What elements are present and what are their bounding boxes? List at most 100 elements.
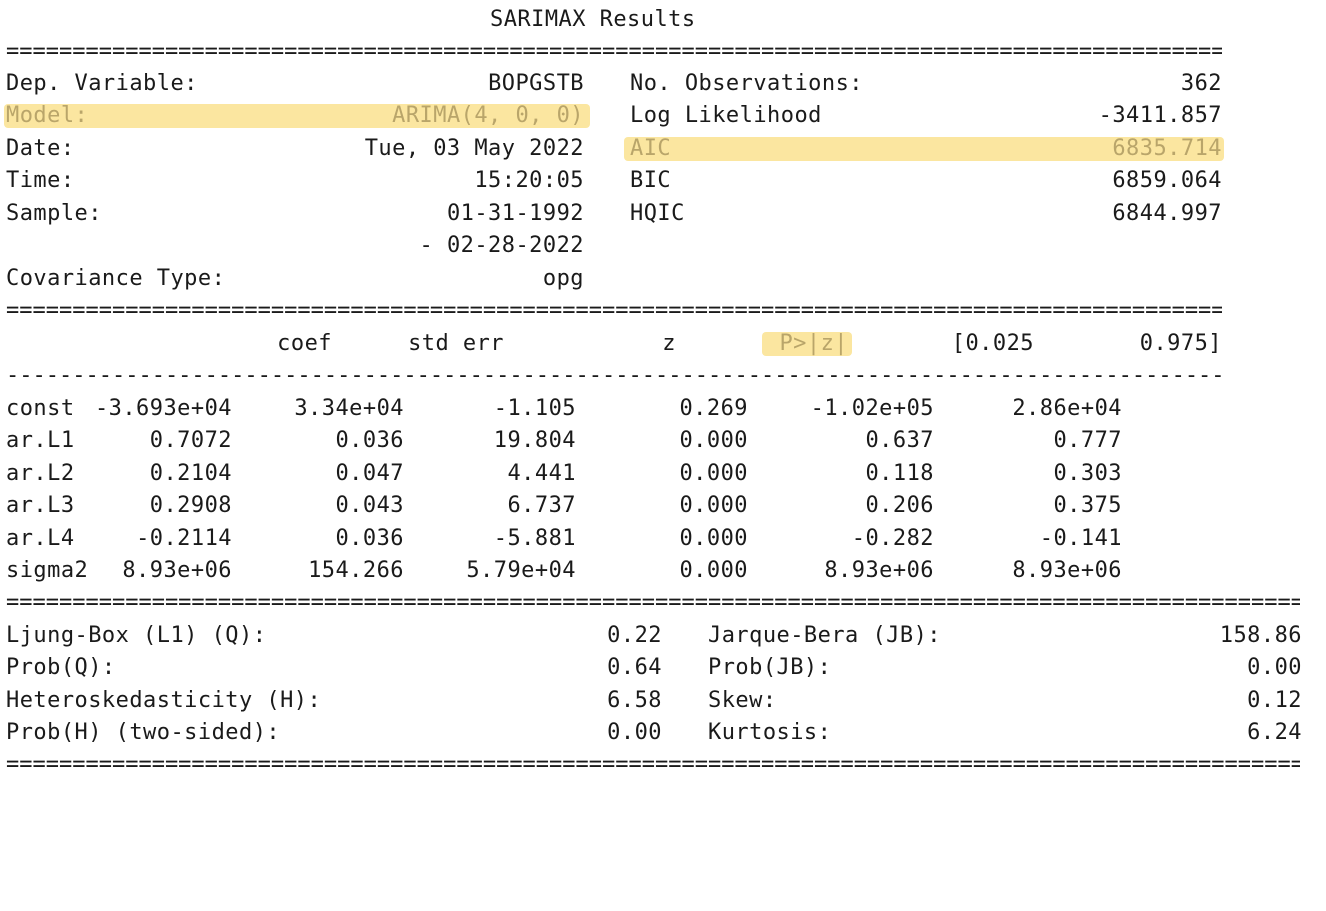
row-param-name: ar.L1 <box>6 428 75 453</box>
cell-z: -5.881 <box>493 526 576 551</box>
cell-p-value: 0.000 <box>679 461 748 486</box>
diagnostic-row: Ljung-Box (L1) (Q): 0.22 Jarque-Bera (JB… <box>0 620 1306 652</box>
diagnostic-right-label: Kurtosis: <box>708 720 832 745</box>
summary-right-value: 6844.997 <box>1112 201 1222 226</box>
summary-left-label: Time: <box>6 168 75 193</box>
cell-ci-lower: -1.02e+05 <box>810 396 934 421</box>
header-z: z <box>662 331 676 356</box>
diagnostic-left-label: Heteroskedasticity (H): <box>6 688 322 713</box>
summary-left-label: Date: <box>6 136 75 161</box>
summary-left-value: opg <box>542 266 584 291</box>
diagnostic-right-value: 6.24 <box>1247 720 1302 745</box>
cell-std-err: 3.34e+04 <box>294 396 404 421</box>
summary-right-label: Log Likelihood <box>630 103 822 128</box>
table-row: sigma2 8.93e+06 154.266 5.79e+04 0.000 8… <box>0 555 1226 587</box>
cell-ci-lower: 0.118 <box>865 461 934 486</box>
cell-std-err: 154.266 <box>308 558 404 583</box>
summary-row-dep-variable: Dep. Variable: BOPGSTB No. Observations:… <box>0 68 1226 100</box>
diagnostic-left-label: Prob(H) (two-sided): <box>6 720 281 745</box>
cell-z: 4.441 <box>507 461 576 486</box>
cell-ci-upper: 0.375 <box>1053 493 1122 518</box>
summary-left-label: Sample: <box>6 201 102 226</box>
results-title: SARIMAX Results <box>490 7 696 32</box>
pvalue-header-highlight <box>762 332 852 356</box>
cell-ci-lower: 0.206 <box>865 493 934 518</box>
summary-right-value: 362 <box>1180 71 1222 96</box>
diagnostic-left-value: 0.64 <box>607 655 662 680</box>
coef-table-header: coef std err z P>|z| [0.025 0.975] <box>0 328 1226 360</box>
sarimax-results-sheet: SARIMAX Results ========================… <box>0 7 1306 777</box>
summary-row-model: Model: ARIMA(4, 0, 0) Log Likelihood -34… <box>0 100 1226 132</box>
diagnostic-left-label: Prob(Q): <box>6 655 116 680</box>
header-ci-upper: 0.975] <box>1139 331 1222 356</box>
table-row: const -3.693e+04 3.34e+04 -1.105 0.269 -… <box>0 393 1226 425</box>
cell-p-value: 0.000 <box>679 526 748 551</box>
summary-left-value: - 02-28-2022 <box>419 233 584 258</box>
summary-left-label: Model: <box>6 103 89 128</box>
double-rule-coef: ========================================… <box>6 590 1300 615</box>
summary-right-value: 6859.064 <box>1112 168 1222 193</box>
diagnostic-row: Heteroskedasticity (H): 6.58 Skew: 0.12 <box>0 685 1306 717</box>
cell-std-err: 0.036 <box>335 526 404 551</box>
row-param-name: const <box>6 396 75 421</box>
diagnostic-row: Prob(Q): 0.64 Prob(JB): 0.00 <box>0 652 1306 684</box>
table-row: ar.L1 0.7072 0.036 19.804 0.000 0.637 0.… <box>0 425 1226 457</box>
summary-right-label: HQIC <box>630 201 685 226</box>
cell-ci-upper: 2.86e+04 <box>1012 396 1122 421</box>
cell-coef: -3.693e+04 <box>94 396 232 421</box>
table-row: ar.L2 0.2104 0.047 4.441 0.000 0.118 0.3… <box>0 458 1226 490</box>
summary-left-value: 15:20:05 <box>474 168 584 193</box>
aic-row-highlight <box>624 137 1224 161</box>
cell-ci-lower: 0.637 <box>865 428 934 453</box>
header-coef: coef <box>277 331 332 356</box>
row-param-name: sigma2 <box>6 558 89 583</box>
header-std-err: std err <box>408 331 504 356</box>
summary-row-sample: Sample: 01-31-1992 HQIC 6844.997 <box>0 198 1226 230</box>
summary-left-value: Tue, 03 May 2022 <box>364 136 584 161</box>
summary-row-time: Time: 15:20:05 BIC 6859.064 <box>0 165 1226 197</box>
double-rule-summary: ========================================… <box>6 298 1222 323</box>
summary-left-value: 01-31-1992 <box>446 201 584 226</box>
cell-ci-upper: 0.777 <box>1053 428 1122 453</box>
cell-z: -1.105 <box>493 396 576 421</box>
cell-p-value: 0.000 <box>679 558 748 583</box>
summary-left-label: Covariance Type: <box>6 266 226 291</box>
diagnostic-right-label: Jarque-Bera (JB): <box>708 623 941 648</box>
cell-ci-upper: -0.141 <box>1039 526 1122 551</box>
cell-ci-lower: -0.282 <box>851 526 934 551</box>
summary-left-value: ARIMA(4, 0, 0) <box>392 103 584 128</box>
diagnostic-right-value: 0.12 <box>1247 688 1302 713</box>
summary-row-sample-end: - 02-28-2022 <box>0 230 1226 262</box>
summary-right-label: No. Observations: <box>630 71 863 96</box>
cell-coef: 8.93e+06 <box>122 558 232 583</box>
model-row-highlight <box>4 104 590 128</box>
summary-right-value: 6835.714 <box>1112 136 1222 161</box>
cell-ci-upper: 8.93e+06 <box>1012 558 1122 583</box>
diagnostic-left-value: 6.58 <box>607 688 662 713</box>
diagnostic-left-value: 0.00 <box>607 720 662 745</box>
row-param-name: ar.L3 <box>6 493 75 518</box>
diagnostic-right-label: Prob(JB): <box>708 655 832 680</box>
cell-z: 19.804 <box>493 428 576 453</box>
summary-row-date: Date: Tue, 03 May 2022 AIC 6835.714 <box>0 133 1226 165</box>
summary-right-value: -3411.857 <box>1098 103 1222 128</box>
diagnostic-right-value: 0.00 <box>1247 655 1302 680</box>
diagnostic-left-value: 0.22 <box>607 623 662 648</box>
cell-std-err: 0.036 <box>335 428 404 453</box>
summary-right-label: BIC <box>630 168 672 193</box>
summary-row-covariance: Covariance Type: opg <box>0 263 1226 295</box>
diagnostic-right-value: 158.86 <box>1219 623 1302 648</box>
summary-left-label: Dep. Variable: <box>6 71 198 96</box>
summary-right-label: AIC <box>630 136 672 161</box>
cell-z: 5.79e+04 <box>466 558 576 583</box>
cell-coef: 0.2104 <box>149 461 232 486</box>
cell-coef: 0.2908 <box>149 493 232 518</box>
table-row: ar.L3 0.2908 0.043 6.737 0.000 0.206 0.3… <box>0 490 1226 522</box>
cell-ci-lower: 8.93e+06 <box>824 558 934 583</box>
header-p-value: P>|z| <box>779 331 848 356</box>
cell-std-err: 0.043 <box>335 493 404 518</box>
header-ci-lower: [0.025 <box>951 331 1034 356</box>
cell-p-value: 0.269 <box>679 396 748 421</box>
single-rule-coef: ----------------------------------------… <box>6 363 1222 388</box>
diagnostic-left-label: Ljung-Box (L1) (Q): <box>6 623 267 648</box>
